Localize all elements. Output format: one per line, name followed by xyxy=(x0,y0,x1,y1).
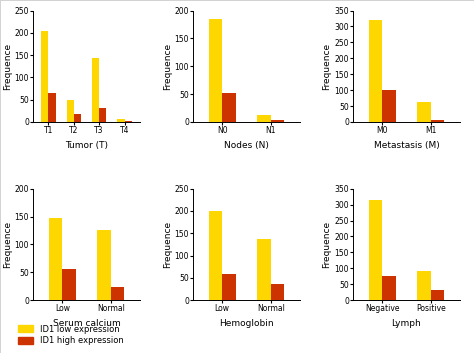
Y-axis label: Frequence: Frequence xyxy=(3,43,12,90)
Bar xyxy=(111,287,124,300)
Bar xyxy=(222,274,236,300)
Bar xyxy=(209,211,222,300)
X-axis label: Nodes (N): Nodes (N) xyxy=(224,140,269,150)
Bar xyxy=(62,269,76,300)
Bar xyxy=(48,93,55,122)
Y-axis label: Frequence: Frequence xyxy=(163,221,172,268)
Bar xyxy=(417,271,431,300)
Bar xyxy=(382,90,396,122)
Bar xyxy=(257,115,271,122)
Bar xyxy=(271,283,284,300)
Bar xyxy=(49,218,62,300)
Bar xyxy=(67,100,74,122)
Legend: ID1 low expression, ID1 high expression: ID1 low expression, ID1 high expression xyxy=(18,325,124,345)
X-axis label: Tumor (T): Tumor (T) xyxy=(65,140,108,150)
Y-axis label: Frequence: Frequence xyxy=(323,43,331,90)
Bar xyxy=(41,31,48,122)
Bar xyxy=(369,20,382,122)
Bar xyxy=(222,93,236,122)
Bar xyxy=(125,121,132,122)
Y-axis label: Frequence: Frequence xyxy=(3,221,12,268)
X-axis label: Lymph: Lymph xyxy=(392,319,421,328)
Bar xyxy=(257,239,271,300)
Bar xyxy=(417,102,431,122)
Bar xyxy=(118,119,125,122)
X-axis label: Metastasis (M): Metastasis (M) xyxy=(374,140,439,150)
Bar xyxy=(97,231,111,300)
X-axis label: Serum calcium: Serum calcium xyxy=(53,319,120,328)
Bar xyxy=(431,120,444,122)
Bar xyxy=(431,289,444,300)
Bar xyxy=(382,276,396,300)
Bar xyxy=(99,108,106,122)
Bar xyxy=(92,58,99,122)
Bar xyxy=(209,19,222,122)
X-axis label: Hemoglobin: Hemoglobin xyxy=(219,319,274,328)
Bar xyxy=(369,201,382,300)
Bar xyxy=(74,114,81,122)
Bar xyxy=(271,120,284,122)
Y-axis label: Frequence: Frequence xyxy=(323,221,331,268)
Y-axis label: Frequence: Frequence xyxy=(163,43,172,90)
